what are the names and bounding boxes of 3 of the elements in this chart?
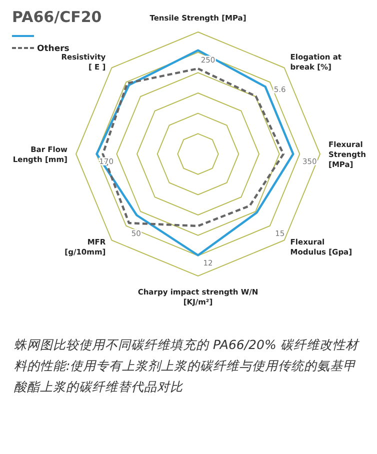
chart-title: PA66/CF20: [12, 8, 102, 26]
legend-label: Others: [37, 44, 70, 54]
text: 蛛网图比较使用不同碳纤维填充的 PA66/20% 碳纤维改性材料的性能:使用专有上浆剂上浆的碳纤维与使用传统的氨基甲酸酯上浆的碳纤维替代品对比: [14, 336, 360, 396]
